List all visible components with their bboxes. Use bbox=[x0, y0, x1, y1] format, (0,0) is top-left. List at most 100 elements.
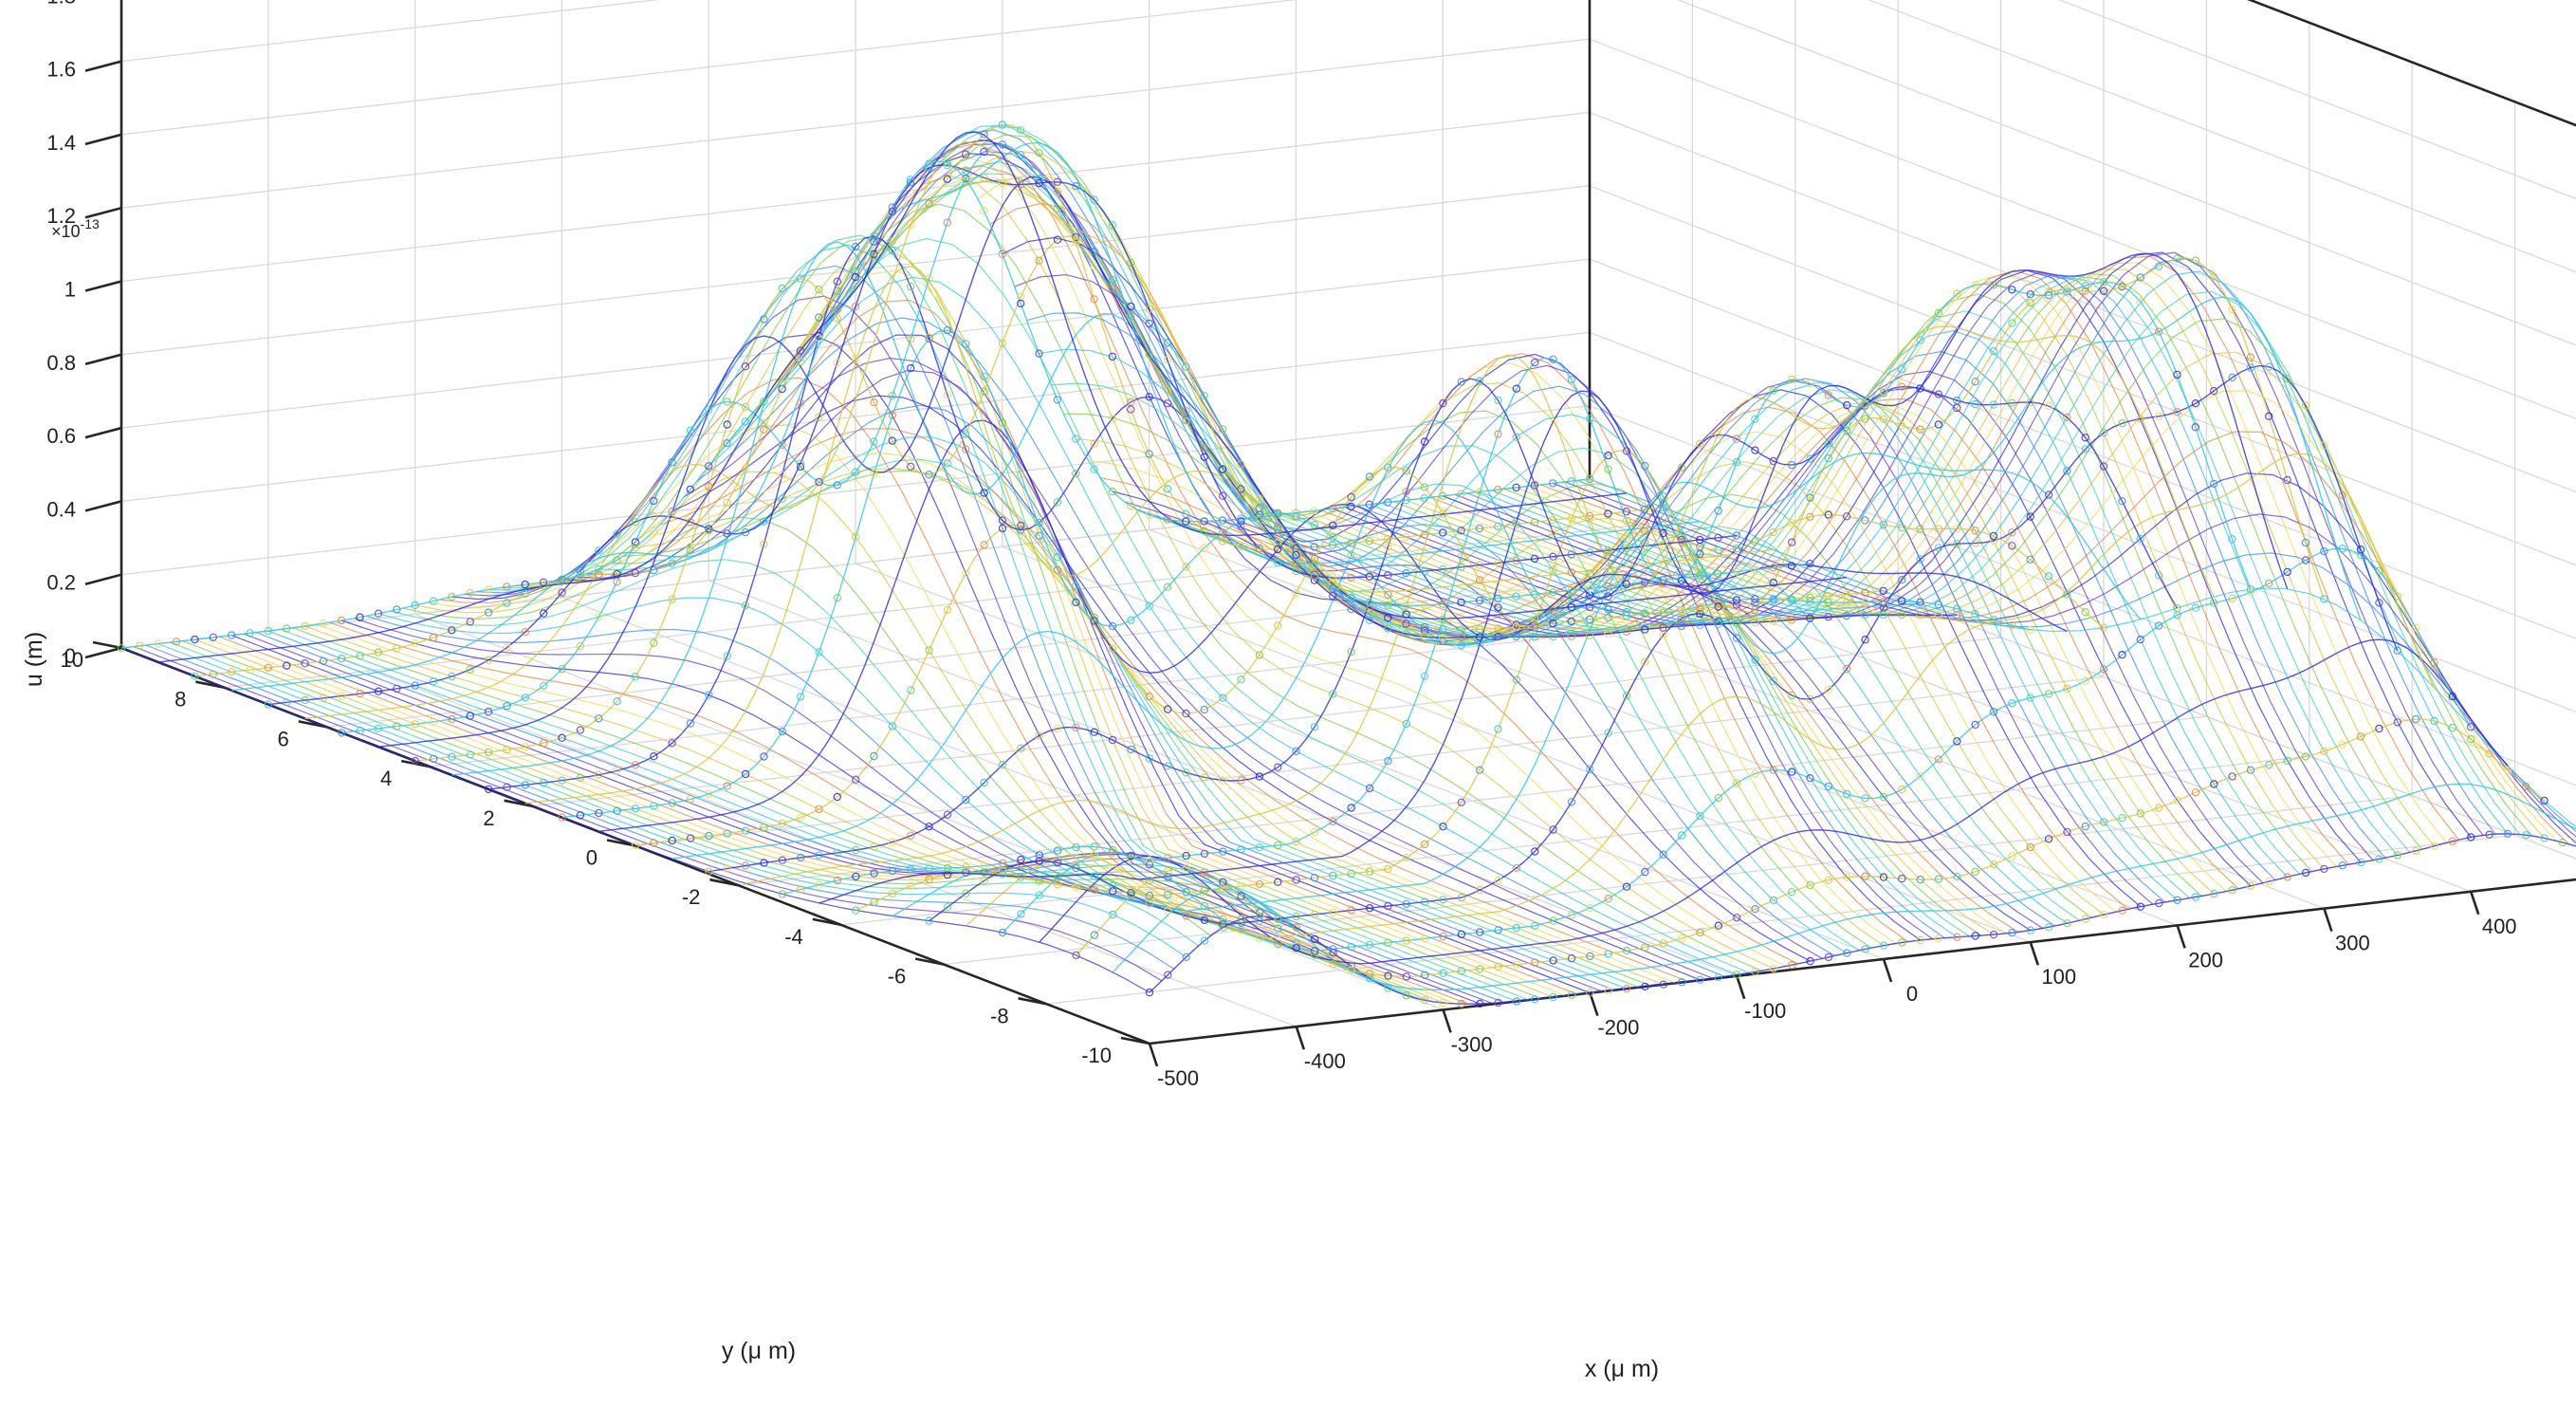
mesh-marker bbox=[650, 512, 658, 521]
mesh-marker bbox=[1861, 636, 1869, 644]
mesh-marker bbox=[1072, 951, 1080, 960]
mesh-marker bbox=[1787, 519, 1796, 527]
mesh-marker bbox=[1383, 571, 1392, 580]
mesh-marker bbox=[1127, 398, 1135, 406]
mesh-marker bbox=[1072, 883, 1080, 892]
mesh-marker bbox=[852, 872, 860, 881]
mesh-marker bbox=[595, 770, 603, 779]
mesh-marker bbox=[1714, 507, 1722, 515]
mesh-marker bbox=[815, 285, 823, 294]
mesh-marker bbox=[2466, 723, 2475, 731]
mesh-marker bbox=[1310, 723, 1319, 731]
mesh-marker bbox=[1439, 998, 1447, 1008]
grid-line bbox=[120, 0, 1297, 136]
mesh-marker bbox=[2210, 780, 2218, 788]
mesh-marker bbox=[2154, 621, 2163, 630]
mesh-marker bbox=[338, 729, 346, 737]
mesh-marker bbox=[962, 569, 970, 578]
mesh-marker bbox=[2356, 546, 2365, 554]
mesh-marker bbox=[760, 823, 768, 832]
mesh-marker bbox=[1200, 936, 1209, 945]
mesh-marker bbox=[907, 282, 915, 291]
mesh-marker bbox=[2191, 603, 2200, 612]
mesh-marker bbox=[1549, 916, 1557, 925]
mesh-line bbox=[672, 419, 2142, 860]
mesh-marker bbox=[1071, 237, 1080, 247]
mesh-marker bbox=[1494, 876, 1502, 885]
mesh-marker bbox=[1604, 605, 1612, 614]
grid-line bbox=[1867, 0, 2576, 273]
mesh-marker bbox=[1622, 692, 1631, 700]
mesh-marker bbox=[778, 378, 786, 386]
mesh-marker bbox=[870, 869, 878, 878]
mesh-marker bbox=[1549, 825, 1557, 834]
mesh-marker bbox=[760, 859, 768, 867]
mesh-marker bbox=[962, 889, 970, 897]
mesh-marker bbox=[1329, 908, 1337, 916]
mesh-marker bbox=[1751, 619, 1759, 627]
mesh-marker bbox=[2283, 375, 2291, 383]
z-tick-label: 0.2 bbox=[46, 571, 76, 595]
mesh-marker bbox=[484, 656, 493, 664]
mesh-marker bbox=[2008, 699, 2016, 708]
mesh-marker bbox=[1237, 514, 1245, 524]
mesh-marker bbox=[1769, 617, 1777, 626]
mesh-marker bbox=[1604, 546, 1612, 555]
x-tick-mark bbox=[2323, 908, 2333, 933]
mesh-marker bbox=[1494, 725, 1502, 733]
mesh-marker bbox=[1292, 558, 1300, 567]
mesh-marker bbox=[558, 813, 566, 822]
mesh-marker bbox=[1420, 626, 1429, 635]
mesh-marker bbox=[264, 663, 272, 673]
mesh-marker bbox=[1843, 949, 1851, 957]
mesh-marker bbox=[1604, 509, 1612, 518]
mesh-marker bbox=[1402, 467, 1410, 475]
mesh-marker bbox=[1604, 629, 1612, 638]
mesh-marker bbox=[1696, 928, 1704, 937]
mesh-marker bbox=[686, 426, 695, 435]
mesh-marker bbox=[1145, 393, 1153, 401]
mesh-marker bbox=[650, 496, 658, 506]
mesh-marker bbox=[1677, 621, 1686, 631]
mesh-marker bbox=[778, 284, 786, 293]
mesh-marker bbox=[1457, 930, 1466, 939]
mesh-marker bbox=[833, 287, 841, 295]
mesh-marker bbox=[1163, 762, 1172, 770]
mesh-marker bbox=[1971, 378, 1979, 386]
mesh-marker bbox=[1512, 622, 1520, 632]
mesh-marker bbox=[1714, 431, 1722, 439]
mesh-marker bbox=[1953, 933, 1961, 942]
mesh-marker bbox=[1329, 521, 1337, 530]
mesh-marker bbox=[1200, 901, 1209, 911]
mesh-marker bbox=[1604, 582, 1612, 591]
mesh-marker bbox=[1512, 620, 1521, 629]
surface-mesh bbox=[120, 123, 2576, 1005]
mesh-marker bbox=[741, 601, 750, 610]
mesh-marker bbox=[1879, 610, 1887, 620]
mesh-marker bbox=[521, 694, 530, 702]
mesh-marker bbox=[1677, 934, 1686, 943]
mesh-marker bbox=[1292, 567, 1300, 576]
mesh-marker bbox=[1163, 854, 1172, 862]
y-tick-mark bbox=[709, 878, 739, 887]
mesh-marker bbox=[870, 237, 878, 246]
mesh-marker bbox=[1787, 888, 1796, 897]
mesh-marker bbox=[1090, 465, 1098, 473]
mesh-marker bbox=[1182, 709, 1190, 718]
mesh-marker bbox=[1916, 875, 1924, 884]
mesh-marker bbox=[1567, 953, 1576, 963]
mesh-marker bbox=[2063, 827, 2071, 837]
mesh-marker bbox=[1971, 932, 1979, 940]
mesh-marker bbox=[650, 752, 658, 761]
mesh-marker bbox=[1329, 945, 1337, 953]
mesh-marker bbox=[2008, 852, 2016, 860]
y-tick-label: 8 bbox=[175, 688, 186, 712]
mesh-marker bbox=[1384, 463, 1392, 472]
mesh-marker bbox=[521, 781, 530, 789]
z-tick-label: 1.8 bbox=[46, 0, 76, 8]
mesh-marker bbox=[1384, 901, 1392, 911]
mesh-marker bbox=[1255, 772, 1264, 781]
mesh-marker bbox=[1769, 896, 1778, 905]
mesh-marker bbox=[1732, 634, 1741, 642]
mesh-marker bbox=[374, 648, 383, 657]
